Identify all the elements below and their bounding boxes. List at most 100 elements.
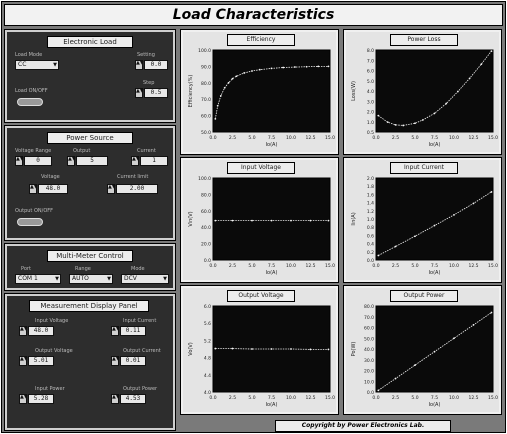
y-tick-label: 0.4 [367,242,374,248]
y-axis-label: Po(W) [351,342,357,357]
voltage-stepper[interactable]: ▲▼ [29,184,38,194]
x-tick-label: 5.0 [248,395,255,401]
x-tick-label: 7.5 [431,135,438,141]
data-point [327,65,330,68]
m4-indicator: ▲▼ [111,356,120,366]
x-tick-label: 10.0 [449,135,459,141]
data-point [219,95,222,97]
chart-title: Input Voltage [227,162,295,174]
output-toggle-switch[interactable] [17,218,43,226]
output-power-chart: Output Power 80.0 70.0 60.0 50.0 40.0 30.0 20.… [343,285,502,415]
data-point [243,72,246,74]
x-tick-label: 5.0 [411,263,418,269]
voltage-field[interactable]: 48.0 [38,184,68,194]
data-point [490,311,493,314]
data-point [433,224,436,227]
output-stepper[interactable]: ▲▼ [67,156,76,166]
x-tick-label: 12.5 [468,263,478,269]
y-tick-label: 4.0 [367,89,374,95]
x-tick-label: 0.0 [209,395,216,401]
m1-value: 48.0 [28,326,54,336]
m2-label: Input Current [123,318,157,324]
mode-value: DCV [124,275,137,282]
data-point [227,81,230,84]
x-tick-label: 10.0 [449,263,459,269]
x-tick-label: 10.0 [286,135,296,141]
y-tick-label: 3.0 [367,99,374,105]
data-point [270,67,273,70]
current-limit-stepper[interactable]: ▲▼ [107,184,116,194]
plot-area [375,305,494,393]
data-point [433,350,436,353]
m5-value: 5.28 [28,394,54,404]
y-tick-label: 1.8 [367,184,374,190]
chevron-down-icon: ▼ [53,62,57,68]
m5-indicator: ▲▼ [19,394,28,404]
load-toggle-switch[interactable] [17,98,43,106]
data-point [480,63,483,66]
power-loss-chart: Power Loss 8.0 7.0 6.0 5.0 4.0 3.0 2.0 1.0 0.5 0.… [343,29,502,155]
y-tick-label: 80.0 [364,304,374,310]
data-point [421,119,424,121]
y-tick-label: 4.8 [204,356,211,362]
data-point [457,90,459,93]
series-line [214,66,329,119]
y-tick-label: 40.0 [364,347,374,353]
measurement-title: Measurement Display Panel [29,300,149,312]
y-tick-label: 1.4 [367,201,374,207]
data-point [214,347,217,350]
data-point [472,324,475,326]
data-point [468,77,471,80]
voltage-range-field[interactable]: 0 [24,156,52,166]
load-mode-select[interactable]: CC ▼ [15,60,59,70]
x-axis-label: Io(A) [266,142,278,148]
y-tick-label: 60.0 [364,326,374,332]
x-tick-label: 5.0 [411,395,418,401]
y-tick-label: 7.0 [367,58,374,64]
y-tick-label: 8.0 [367,48,374,54]
data-point [258,68,261,71]
y-tick-label: 2.0 [367,176,374,182]
y-tick-label: 50.0 [201,130,211,136]
setting-stepper[interactable]: ▲▼ [135,60,144,70]
voltage-range-stepper[interactable]: ▲▼ [15,156,24,166]
data-point [377,254,380,257]
current-limit-label: Current limit [117,174,149,180]
y-tick-label: 40.0 [201,225,211,231]
x-tick-label: 2.5 [392,263,399,269]
range-label: Range [75,266,91,272]
m4-label: Output Current [123,348,161,354]
data-point [472,202,475,205]
plot-area [375,177,494,261]
output-label: Output [73,148,91,154]
current-field[interactable]: 1 [140,156,168,166]
y-tick-label: 2.0 [367,110,374,116]
port-select[interactable]: COM 1 ▼ [15,274,61,284]
x-tick-label: 2.5 [392,395,399,401]
data-point [317,65,320,68]
y-tick-label: 6.0 [204,304,211,310]
x-tick-label: 0.0 [209,263,216,269]
m2-indicator: ▲▼ [111,326,120,336]
setting-field[interactable]: 0.0 [144,60,168,70]
data-point [290,348,292,350]
data-point [386,121,389,124]
range-select[interactable]: AUTO ▼ [69,274,113,284]
data-point [453,214,455,216]
output-field[interactable]: 5 [76,156,108,166]
y-tick-label: 90.0 [201,64,211,70]
step-stepper[interactable]: ▲▼ [135,88,144,98]
data-point [445,102,448,105]
chart-title: Output Voltage [227,290,295,302]
step-field[interactable]: 0.5 [144,88,168,98]
data-point [414,364,416,367]
current-stepper[interactable]: ▲▼ [131,156,140,166]
data-point [216,104,219,107]
data-point [251,348,253,350]
y-tick-label: 60.0 [201,209,211,215]
mode-select[interactable]: DCV ▼ [121,274,169,284]
setting-label: Setting [137,52,155,58]
y-tick-label: 0.0 [367,390,374,396]
current-limit-field[interactable]: 2.00 [116,184,158,194]
y-tick-label: 100.0 [198,48,211,54]
